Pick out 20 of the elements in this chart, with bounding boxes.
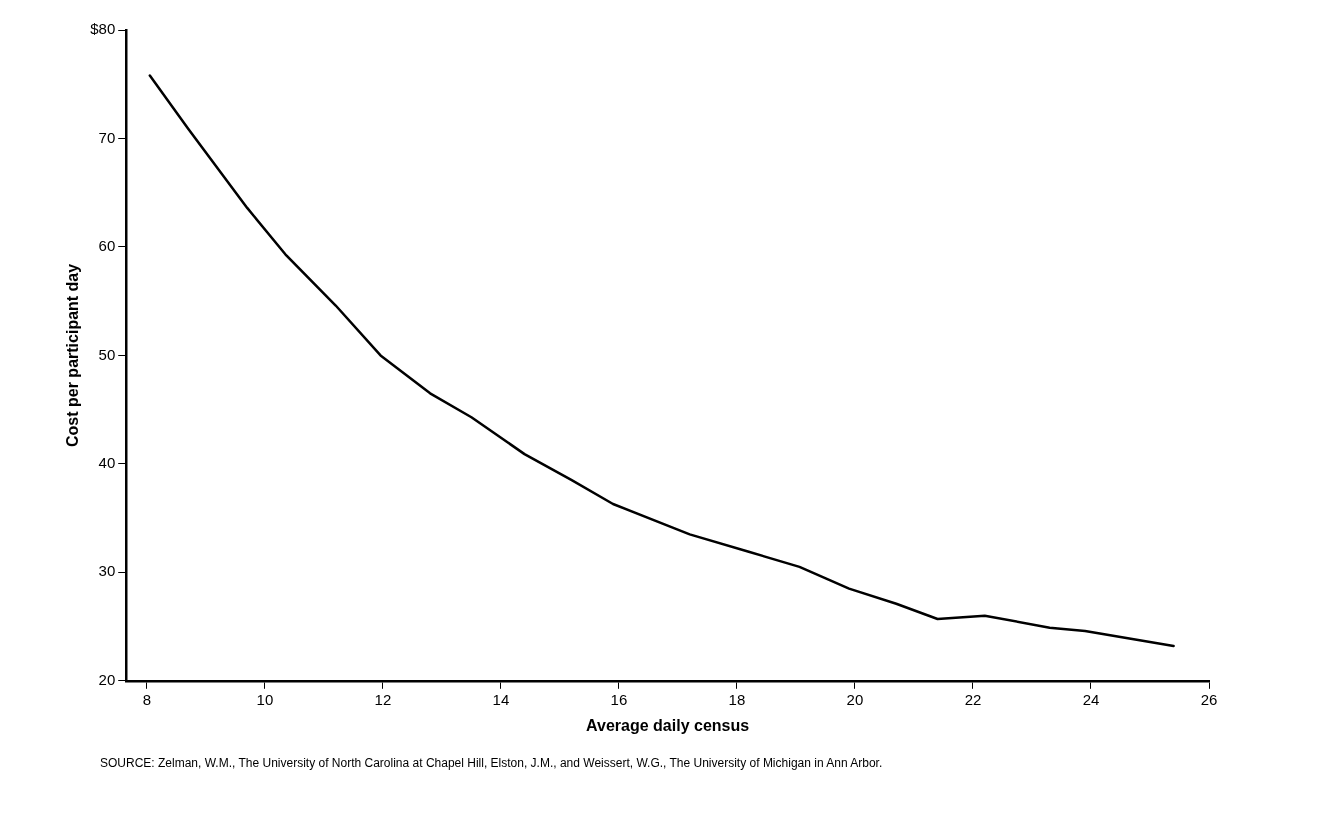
y-axis-title: Cost per participant day [64, 263, 82, 447]
x-tick-label: 12 [374, 690, 392, 708]
y-tick-label: 20 [98, 670, 116, 688]
x-axis-title: Average daily census [586, 716, 750, 734]
y-tick-label: 60 [98, 237, 116, 255]
x-tick-label: 24 [1082, 690, 1100, 708]
x-tick-label: 26 [1200, 690, 1218, 708]
x-tick-label: 18 [728, 690, 746, 708]
x-tick-label: 10 [256, 690, 274, 708]
x-tick-label: 20 [846, 690, 864, 708]
x-tick-label: 14 [492, 690, 510, 708]
source-note: SOURCE: Zelman, W.M., The University of North Carolina at Chapel Hill, Elston, J.M., and Weissert, W.G., The University of Michigan in Ann Arbor. [100, 755, 884, 771]
x-tick-label: 8 [142, 690, 152, 708]
y-tick-label: $80 [90, 20, 116, 38]
x-tick-label: 16 [610, 690, 628, 708]
y-tick-label: 30 [98, 562, 116, 580]
x-tick-label: 22 [964, 690, 982, 708]
y-tick-label: 70 [98, 128, 116, 146]
y-tick-label: 40 [98, 454, 116, 472]
y-tick-label: 50 [98, 345, 116, 363]
